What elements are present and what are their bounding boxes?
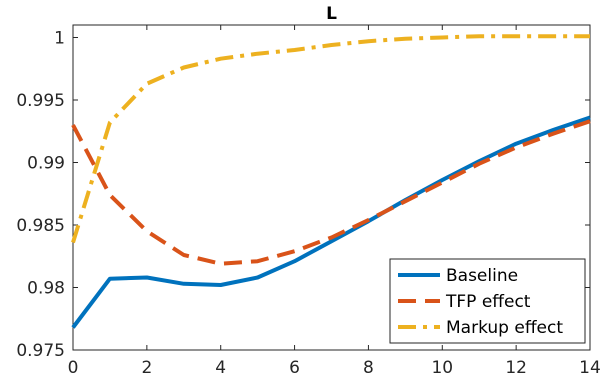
series-line-markup-effect bbox=[71, 34, 590, 244]
plot-area-frame bbox=[72, 24, 591, 351]
y-tick-label: 0.995 bbox=[16, 91, 65, 111]
x-tick-label: 12 bbox=[505, 358, 527, 378]
legend-label: Markup effect bbox=[446, 318, 563, 338]
x-tick-label: 14 bbox=[579, 358, 601, 378]
x-tick-label: 6 bbox=[289, 358, 300, 378]
legend-label: TFP effect bbox=[445, 292, 531, 312]
y-tick-label: 0.985 bbox=[16, 216, 65, 236]
legend: Baseline TFP effect Markup effect bbox=[389, 258, 586, 344]
chart-title: L bbox=[326, 4, 337, 24]
series-line-baseline bbox=[71, 115, 591, 329]
series-line-tfp-effect bbox=[71, 119, 591, 266]
x-tick-label: 4 bbox=[215, 358, 226, 378]
x-tick-label: 0 bbox=[68, 358, 79, 378]
x-tick-label: 10 bbox=[431, 358, 453, 378]
legend-label: Baseline bbox=[446, 266, 518, 286]
axes: 0 2 4 6 8 10 12 14 0.975 0.98 0.985 0.99 0.995 1 bbox=[16, 24, 601, 378]
series-lines bbox=[71, 34, 591, 329]
y-tick-label: 0.99 bbox=[27, 154, 65, 174]
x-tick-label: 8 bbox=[363, 358, 374, 378]
y-tick-label: 0.975 bbox=[16, 341, 65, 361]
y-tick-label: 0.98 bbox=[27, 279, 65, 299]
y-tick-label: 1 bbox=[54, 29, 65, 49]
x-tick-label: 2 bbox=[141, 358, 152, 378]
